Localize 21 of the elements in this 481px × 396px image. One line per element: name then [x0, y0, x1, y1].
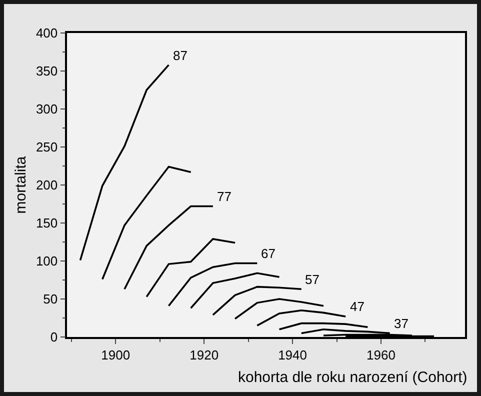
- x-tick-label: 1900: [101, 347, 130, 362]
- series-label: 57: [305, 272, 320, 287]
- y-axis-title: mortalita: [12, 156, 30, 214]
- series-label: 87: [173, 48, 188, 63]
- x-tick-label: 1920: [190, 347, 219, 362]
- y-tick-label: 50: [43, 292, 58, 307]
- y-tick-label: 0: [50, 330, 58, 345]
- series-label: 47: [350, 299, 364, 314]
- series-label: 67: [261, 246, 276, 261]
- x-tick-label: 1940: [278, 347, 307, 362]
- series-label: 37: [394, 316, 408, 331]
- y-tick-label: 400: [36, 26, 58, 41]
- x-axis-title: kohorta dle roku narození (Cohort): [238, 369, 468, 386]
- y-tick-label: 100: [36, 254, 58, 269]
- y-tick-label: 250: [36, 140, 58, 155]
- y-tick-label: 200: [36, 178, 58, 193]
- y-tick-label: 350: [36, 64, 58, 79]
- y-tick-label: 150: [36, 216, 58, 231]
- series-label: 77: [217, 189, 232, 204]
- y-tick-label: 300: [36, 102, 58, 117]
- x-tick-label: 1960: [366, 347, 396, 362]
